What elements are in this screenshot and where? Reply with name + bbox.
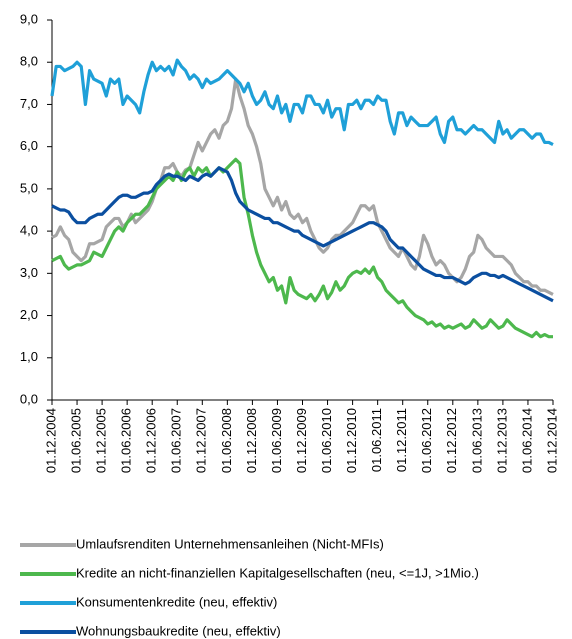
y-tick-label: 1,0: [20, 349, 38, 364]
x-tick-label: 01.12.2010: [344, 408, 359, 473]
y-tick-label: 5,0: [20, 180, 38, 195]
x-tick-label: 01.12.2004: [43, 408, 58, 473]
y-tick-label: 0,0: [20, 391, 38, 406]
x-tick-label: 01.06.2010: [319, 408, 334, 473]
y-tick-label: 3,0: [20, 265, 38, 280]
legend-label: Umlaufsrenditen Unternehmensanleihen (Ni…: [76, 536, 384, 551]
x-tick-label: 01.12.2009: [294, 408, 309, 473]
y-tick-label: 4,0: [20, 223, 38, 238]
x-tick-label: 01.12.2008: [244, 408, 259, 473]
legend-label: Wohnungsbaukredite (neu, effektiv): [76, 623, 281, 638]
x-tick-label: 01.06.2013: [469, 408, 484, 473]
x-tick-label: 01.06.2006: [119, 408, 134, 473]
x-tick-label: 01.06.2012: [419, 408, 434, 473]
x-tick-label: 01.06.2008: [219, 408, 234, 473]
y-tick-label: 9,0: [20, 11, 38, 26]
x-tick-label: 01.06.2011: [369, 408, 384, 472]
y-tick-label: 6,0: [20, 138, 38, 153]
y-tick-label: 8,0: [20, 54, 38, 69]
x-tick-label: 01.06.2007: [169, 408, 184, 473]
series-line: [50, 58, 554, 146]
x-tick-label: 01.12.2013: [494, 408, 509, 473]
x-tick-label: 01.12.2007: [194, 408, 209, 473]
legend-label: Kredite an nicht-finanziellen Kapitalges…: [76, 565, 479, 580]
y-tick-label: 7,0: [20, 96, 38, 111]
series-line: [51, 166, 554, 303]
x-tick-label: 01.06.2009: [269, 408, 284, 473]
y-tick-label: 2,0: [20, 307, 38, 322]
x-tick-label: 01.12.2014: [544, 408, 559, 473]
x-tick-label: 01.12.2012: [444, 408, 459, 473]
legend-label: Konsumentenkredite (neu, effektiv): [76, 594, 277, 609]
x-tick-label: 01.12.2005: [94, 408, 109, 473]
x-tick-label: 01.06.2005: [68, 408, 83, 473]
x-tick-label: 01.06.2014: [519, 408, 534, 473]
x-tick-label: 01.12.2006: [144, 408, 159, 473]
series-line: [51, 157, 553, 339]
series-line: [51, 77, 554, 296]
x-tick-label: 01.12.2011: [394, 408, 409, 472]
